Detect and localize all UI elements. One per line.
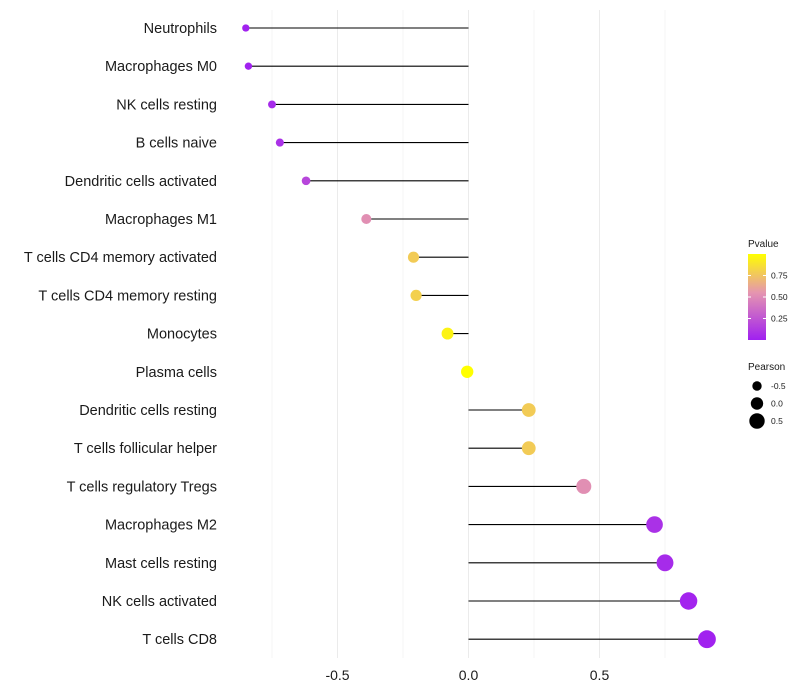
data-point bbox=[521, 403, 536, 417]
pvalue-legend-title: Pvalue bbox=[748, 239, 779, 250]
size-legend-label: 0.0 bbox=[771, 399, 783, 409]
data-point bbox=[268, 100, 276, 109]
data-point bbox=[242, 24, 250, 32]
data-point bbox=[410, 289, 422, 301]
category-label: Plasma cells bbox=[136, 365, 217, 381]
category-label: T cells CD4 memory resting bbox=[38, 288, 217, 304]
category-label: NK cells resting bbox=[116, 97, 217, 113]
category-label: Dendritic cells activated bbox=[65, 174, 217, 190]
category-label: Dendritic cells resting bbox=[79, 403, 217, 419]
data-point bbox=[407, 251, 420, 263]
colorbar-tick-label: 0.50 bbox=[771, 292, 788, 302]
category-label: Macrophages M1 bbox=[105, 212, 217, 228]
x-tick-label: 0.5 bbox=[590, 667, 610, 683]
data-point bbox=[697, 630, 716, 649]
segments bbox=[245, 27, 707, 640]
data-point bbox=[521, 441, 536, 456]
x-tick-label: 0.0 bbox=[459, 667, 479, 683]
category-label: Monocytes bbox=[147, 327, 217, 343]
data-point bbox=[679, 592, 698, 610]
category-labels: Neutrophils Macrophages M0 NK cells restin… bbox=[24, 21, 217, 648]
data-point bbox=[646, 516, 663, 533]
category-label: NK cells activated bbox=[102, 594, 217, 610]
data-point bbox=[301, 176, 311, 186]
pvalue-colorbar-ticks: 0.25 0.50 0.75 bbox=[748, 271, 788, 324]
category-label: Macrophages M0 bbox=[105, 59, 217, 75]
category-label: Macrophages M2 bbox=[105, 518, 217, 534]
size-legend-dot bbox=[750, 397, 764, 410]
size-legend-label: 0.5 bbox=[771, 416, 783, 426]
data-point bbox=[244, 62, 253, 70]
pvalue-colorbar bbox=[748, 254, 766, 340]
data-point bbox=[441, 327, 454, 340]
data-point bbox=[361, 213, 372, 225]
size-legend-dot bbox=[752, 381, 762, 391]
colorbar-tick-label: 0.25 bbox=[771, 314, 788, 324]
colorbar-tick-label: 0.75 bbox=[771, 271, 788, 281]
category-label: T cells follicular helper bbox=[74, 441, 217, 457]
category-label: T cells CD8 bbox=[142, 632, 217, 648]
category-label: T cells regulatory Tregs bbox=[67, 479, 217, 495]
size-legend-label: -0.5 bbox=[771, 381, 786, 391]
data-point bbox=[275, 138, 284, 147]
size-legend-dot bbox=[749, 413, 765, 429]
pearson-legend-title: Pearson bbox=[748, 362, 785, 373]
points bbox=[242, 24, 716, 649]
data-point bbox=[461, 365, 474, 378]
category-label: T cells CD4 memory activated bbox=[24, 250, 217, 266]
x-tick-label: -0.5 bbox=[325, 667, 349, 683]
data-point bbox=[656, 554, 674, 572]
pearson-size-legend: -0.5 0.0 0.5 bbox=[749, 381, 786, 429]
category-label: Neutrophils bbox=[144, 21, 217, 37]
category-label: Mast cells resting bbox=[105, 556, 217, 572]
x-axis-ticks: -0.5 0.0 0.5 bbox=[325, 667, 609, 683]
legend: Pvalue 0.25 0.50 0.75 Pearson -0.5 0.0 0.5 bbox=[748, 239, 788, 429]
data-point bbox=[576, 478, 592, 494]
category-label: B cells naive bbox=[136, 136, 217, 152]
